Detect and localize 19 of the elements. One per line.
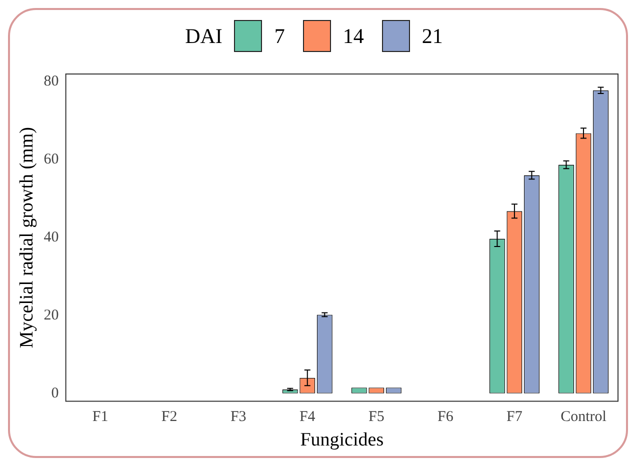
x-tick-label: F2 [161,409,178,426]
y-tick-label: 60 [44,152,59,168]
y-axis-title: Mycelial radial growth (mm) [16,127,38,348]
x-tick-label: F5 [368,409,384,426]
y-tick-label: 20 [44,307,59,324]
y-tick-label: 40 [44,230,59,246]
x-tick-label: F7 [506,409,523,426]
y-tick-label: 0 [51,385,59,402]
x-tick-label: Control [560,409,606,426]
x-tick-label: F1 [92,409,108,426]
legend-label: 21 [422,24,443,48]
legend-label: 7 [274,24,285,48]
x-tick-label: F6 [438,409,454,426]
legend-label: 14 [342,24,364,48]
x-axis-title: Fungicides [300,430,384,451]
legend-title: DAI [185,24,222,48]
y-tick-label: 80 [44,74,59,90]
x-tick-label: F3 [230,409,246,426]
x-tick-label: F4 [299,409,316,426]
